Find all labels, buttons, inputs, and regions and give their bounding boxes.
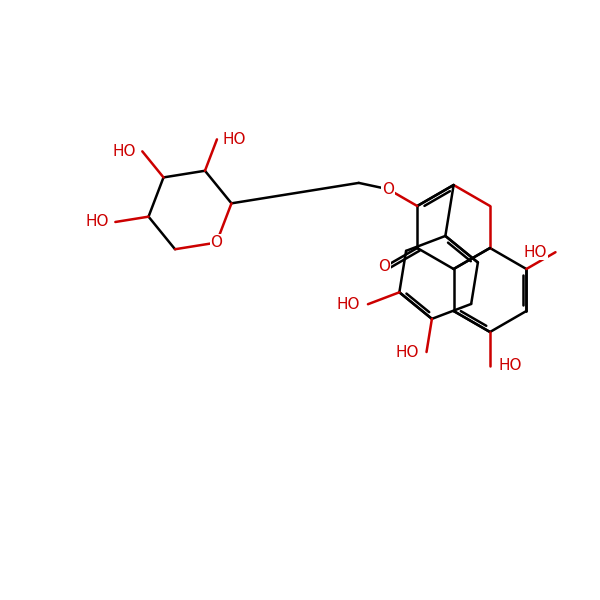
Text: O: O: [382, 182, 394, 197]
Text: O: O: [211, 235, 223, 250]
Text: HO: HO: [498, 358, 521, 373]
Text: HO: HO: [395, 344, 419, 359]
Text: HO: HO: [223, 132, 247, 147]
Text: HO: HO: [86, 214, 109, 229]
Text: HO: HO: [113, 144, 136, 159]
Text: HO: HO: [337, 297, 360, 312]
Text: HO: HO: [524, 245, 547, 260]
Text: O: O: [379, 259, 391, 274]
